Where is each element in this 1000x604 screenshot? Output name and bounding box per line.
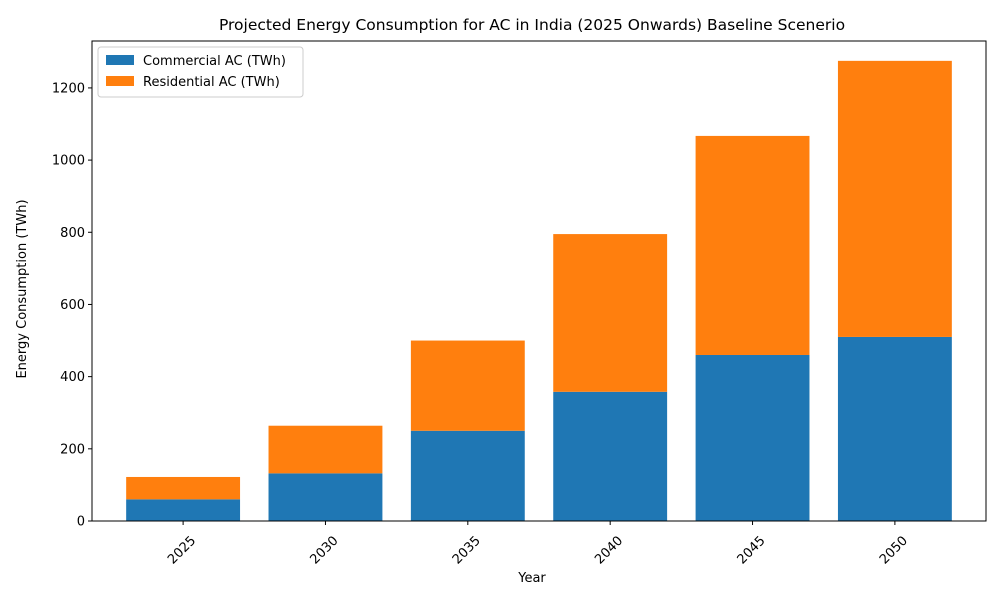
legend-label-commercial: Commercial AC (TWh) xyxy=(143,54,286,69)
x-tick-label: 2030 xyxy=(308,533,342,567)
bar-commercial-2050 xyxy=(837,336,952,521)
x-tick-label: 2050 xyxy=(877,533,911,567)
legend: Commercial AC (TWh) Residential AC (TWh) xyxy=(97,46,304,98)
y-tick-label: 400 xyxy=(60,370,85,385)
bar-residential-2030 xyxy=(268,425,383,474)
x-axis-label: Year xyxy=(517,571,546,586)
bar-residential-2035 xyxy=(410,340,525,431)
x-tick-label: 2035 xyxy=(450,533,484,567)
y-axis-label: Energy Consumption (TWh) xyxy=(15,199,30,378)
bar-residential-2050 xyxy=(837,60,952,337)
bars-group xyxy=(126,60,952,521)
y-tick-label: 0 xyxy=(77,515,85,530)
y-tick-label: 800 xyxy=(60,226,85,241)
bar-residential-2045 xyxy=(695,135,810,355)
legend-box xyxy=(97,46,304,98)
x-tick-label: 2025 xyxy=(165,533,199,567)
legend-swatch-commercial xyxy=(106,55,134,65)
y-tick-label: 1200 xyxy=(52,81,85,96)
y-tick-label: 600 xyxy=(60,298,85,313)
x-axis: 2025 2030 2035 2040 2045 2050 xyxy=(165,521,911,567)
plot-frame xyxy=(91,40,987,522)
y-tick-label: 1000 xyxy=(52,154,85,169)
y-tick-label: 200 xyxy=(60,442,85,457)
bar-commercial-2040 xyxy=(553,391,668,521)
bar-commercial-2030 xyxy=(268,473,383,521)
legend-label-residential: Residential AC (TWh) xyxy=(143,75,280,90)
bar-commercial-2025 xyxy=(126,499,241,521)
bar-commercial-2035 xyxy=(410,430,525,521)
chart-title: Projected Energy Consumption for AC in I… xyxy=(219,16,845,34)
x-tick-label: 2040 xyxy=(592,533,626,567)
legend-swatch-residential xyxy=(106,76,134,86)
bar-residential-2040 xyxy=(553,234,668,392)
y-axis: 0 200 400 600 800 1000 1200 xyxy=(52,81,92,530)
x-tick-label: 2045 xyxy=(735,533,769,567)
bar-commercial-2045 xyxy=(695,354,810,521)
bar-residential-2025 xyxy=(126,476,241,500)
